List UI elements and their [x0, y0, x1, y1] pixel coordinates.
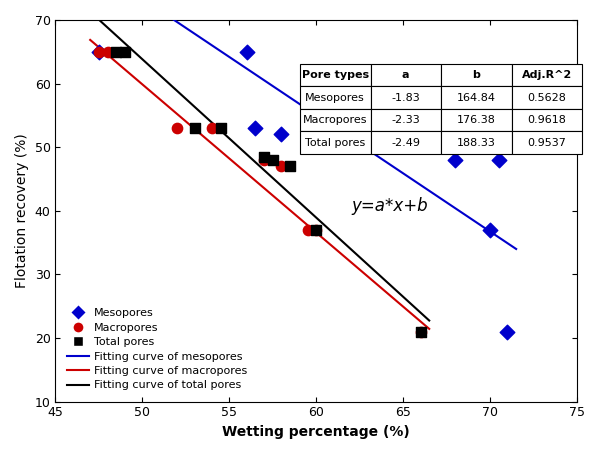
Point — [112, 48, 121, 55]
Point — [451, 156, 460, 163]
Point — [286, 163, 295, 170]
Text: y=a*x+b: y=a*x+b — [351, 197, 428, 215]
Point — [494, 156, 503, 163]
Point — [251, 124, 260, 132]
Legend: Mesopores, Macropores, Total pores, Fitting curve of mesopores, Fitting curve of: Mesopores, Macropores, Total pores, Fitt… — [61, 303, 253, 396]
Point — [216, 124, 226, 132]
Y-axis label: Flotation recovery (%): Flotation recovery (%) — [15, 133, 29, 288]
Point — [94, 48, 104, 55]
X-axis label: Wetting percentage (%): Wetting percentage (%) — [223, 425, 410, 439]
Point — [120, 48, 130, 55]
Point — [277, 163, 286, 170]
Point — [242, 48, 251, 55]
Point — [277, 131, 286, 138]
Point — [259, 156, 269, 163]
Point — [259, 153, 269, 160]
Point — [311, 226, 321, 233]
Point — [172, 124, 182, 132]
Point — [416, 328, 425, 335]
Point — [103, 48, 112, 55]
Point — [207, 124, 217, 132]
Point — [311, 226, 321, 233]
Point — [303, 226, 313, 233]
Point — [268, 156, 278, 163]
Point — [94, 48, 104, 55]
Point — [485, 226, 495, 233]
Point — [416, 328, 425, 335]
Point — [503, 328, 512, 335]
Point — [190, 124, 199, 132]
